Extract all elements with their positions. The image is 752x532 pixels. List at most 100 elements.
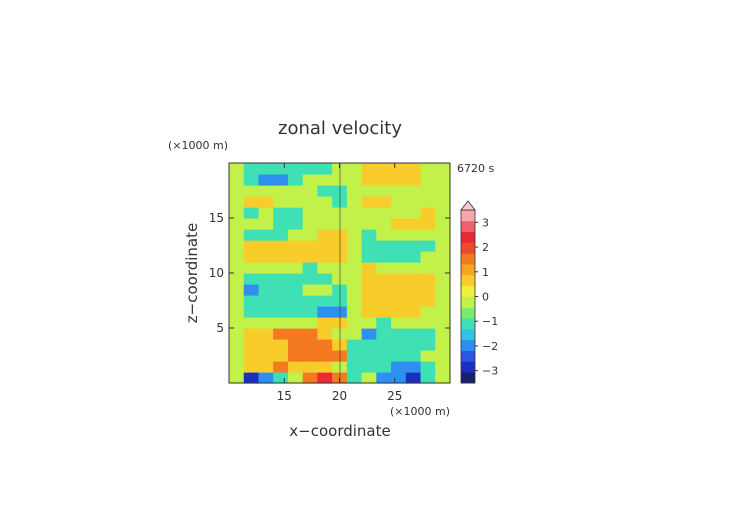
heatmap-cell (302, 185, 318, 197)
heatmap-cell (405, 174, 422, 186)
heatmap-cell (346, 185, 363, 197)
heatmap-cell (287, 207, 304, 219)
heatmap-cell (273, 372, 289, 384)
heatmap-cell (391, 240, 407, 252)
heatmap-cell (346, 361, 363, 373)
heatmap-cell (435, 229, 451, 241)
heatmap-cell (258, 196, 274, 208)
heatmap-cell (302, 273, 318, 285)
heatmap-cell (287, 251, 304, 263)
heatmap-cell (405, 328, 422, 340)
heatmap-cell (361, 284, 377, 296)
heatmap-cell (405, 339, 422, 351)
heatmap-cell (391, 163, 407, 175)
heatmap-cell (243, 317, 260, 329)
heatmap-cell (273, 163, 289, 175)
heatmap-cell (243, 361, 260, 373)
heatmap-cell (273, 174, 289, 186)
heatmap-cell (420, 240, 436, 252)
heatmap-cell (420, 196, 436, 208)
y-axis-label: z−coordinate (183, 223, 201, 323)
heatmap-cell (346, 284, 363, 296)
heatmap-cell (287, 218, 304, 230)
heatmap-cell (229, 295, 245, 307)
heatmap-cell (361, 163, 377, 175)
heatmap-cell (273, 306, 289, 318)
heatmap-cell (243, 273, 260, 285)
heatmap-cell (346, 262, 363, 274)
heatmap-cell (346, 306, 363, 318)
heatmap-cell (287, 174, 304, 186)
heatmap-cell (346, 218, 363, 230)
heatmap-cell (405, 317, 422, 329)
heatmap-cell (287, 262, 304, 274)
heatmap-cell (273, 339, 289, 351)
heatmap-cell (391, 251, 407, 263)
heatmap-cell (435, 295, 451, 307)
heatmap-cell (391, 317, 407, 329)
heatmap-cell (229, 229, 245, 241)
colorbar-swatch (461, 318, 475, 330)
y-tick-label: 5 (216, 321, 224, 335)
heatmap-cell (317, 328, 333, 340)
heatmap-cell (302, 317, 318, 329)
heatmap-cell (435, 240, 451, 252)
heatmap-cell (376, 372, 392, 384)
heatmap-cell (243, 284, 260, 296)
heatmap-cell (287, 361, 304, 373)
heatmap-cell (243, 163, 260, 175)
heatmap-cell (243, 306, 260, 318)
heatmap-cell (435, 196, 451, 208)
heatmap-cell (346, 229, 363, 241)
colorbar-tick-label: −3 (482, 365, 498, 378)
heatmap-cell (420, 284, 436, 296)
heatmap-cell (243, 218, 260, 230)
heatmap-cell (287, 306, 304, 318)
heatmap-cell (391, 207, 407, 219)
heatmap-cell (317, 251, 333, 263)
y-tick-label: 15 (209, 211, 224, 225)
heatmap-cell (435, 284, 451, 296)
heatmap-cell (229, 361, 245, 373)
heatmap-cell (435, 361, 451, 373)
heatmap-cell (435, 218, 451, 230)
heatmap-cell (317, 229, 333, 241)
heatmap-cell (376, 207, 392, 219)
heatmap-cell (317, 317, 333, 329)
heatmap-cell (346, 328, 363, 340)
heatmap-cell (405, 207, 422, 219)
heatmap-cell (376, 317, 392, 329)
heatmap-cell (302, 218, 318, 230)
heatmap-cell (405, 262, 422, 274)
heatmap-cell (273, 350, 289, 362)
heatmap-cell (229, 328, 245, 340)
heatmap-cell (243, 185, 260, 197)
heatmap-cell (391, 328, 407, 340)
colorbar-tick-label: 0 (482, 291, 489, 304)
heatmap-cell (361, 218, 377, 230)
heatmap-cell (435, 185, 451, 197)
colorbar-swatch (461, 372, 475, 384)
heatmap-cell (287, 240, 304, 252)
heatmap-cell (243, 196, 260, 208)
heatmap-cell (405, 240, 422, 252)
heatmap-cell (302, 240, 318, 252)
heatmap-cell (420, 163, 436, 175)
heatmap-cell (405, 163, 422, 175)
heatmap-cell (229, 207, 245, 219)
heatmap-cell (287, 295, 304, 307)
heatmap-cell (302, 372, 318, 384)
heatmap-cell (229, 339, 245, 351)
heatmap-cell (273, 295, 289, 307)
heatmap-cell (376, 240, 392, 252)
colorbar-swatch (461, 253, 475, 265)
heatmap-cell (346, 350, 363, 362)
heatmap-cell (361, 251, 377, 263)
heatmap-cell (361, 317, 377, 329)
heatmap-cell (258, 262, 274, 274)
colorbar-tick-label: 2 (482, 241, 489, 254)
heatmap-cell (405, 295, 422, 307)
x-tick-label: 20 (332, 389, 347, 403)
heatmap-cell (376, 306, 392, 318)
heatmap-cell (302, 350, 318, 362)
